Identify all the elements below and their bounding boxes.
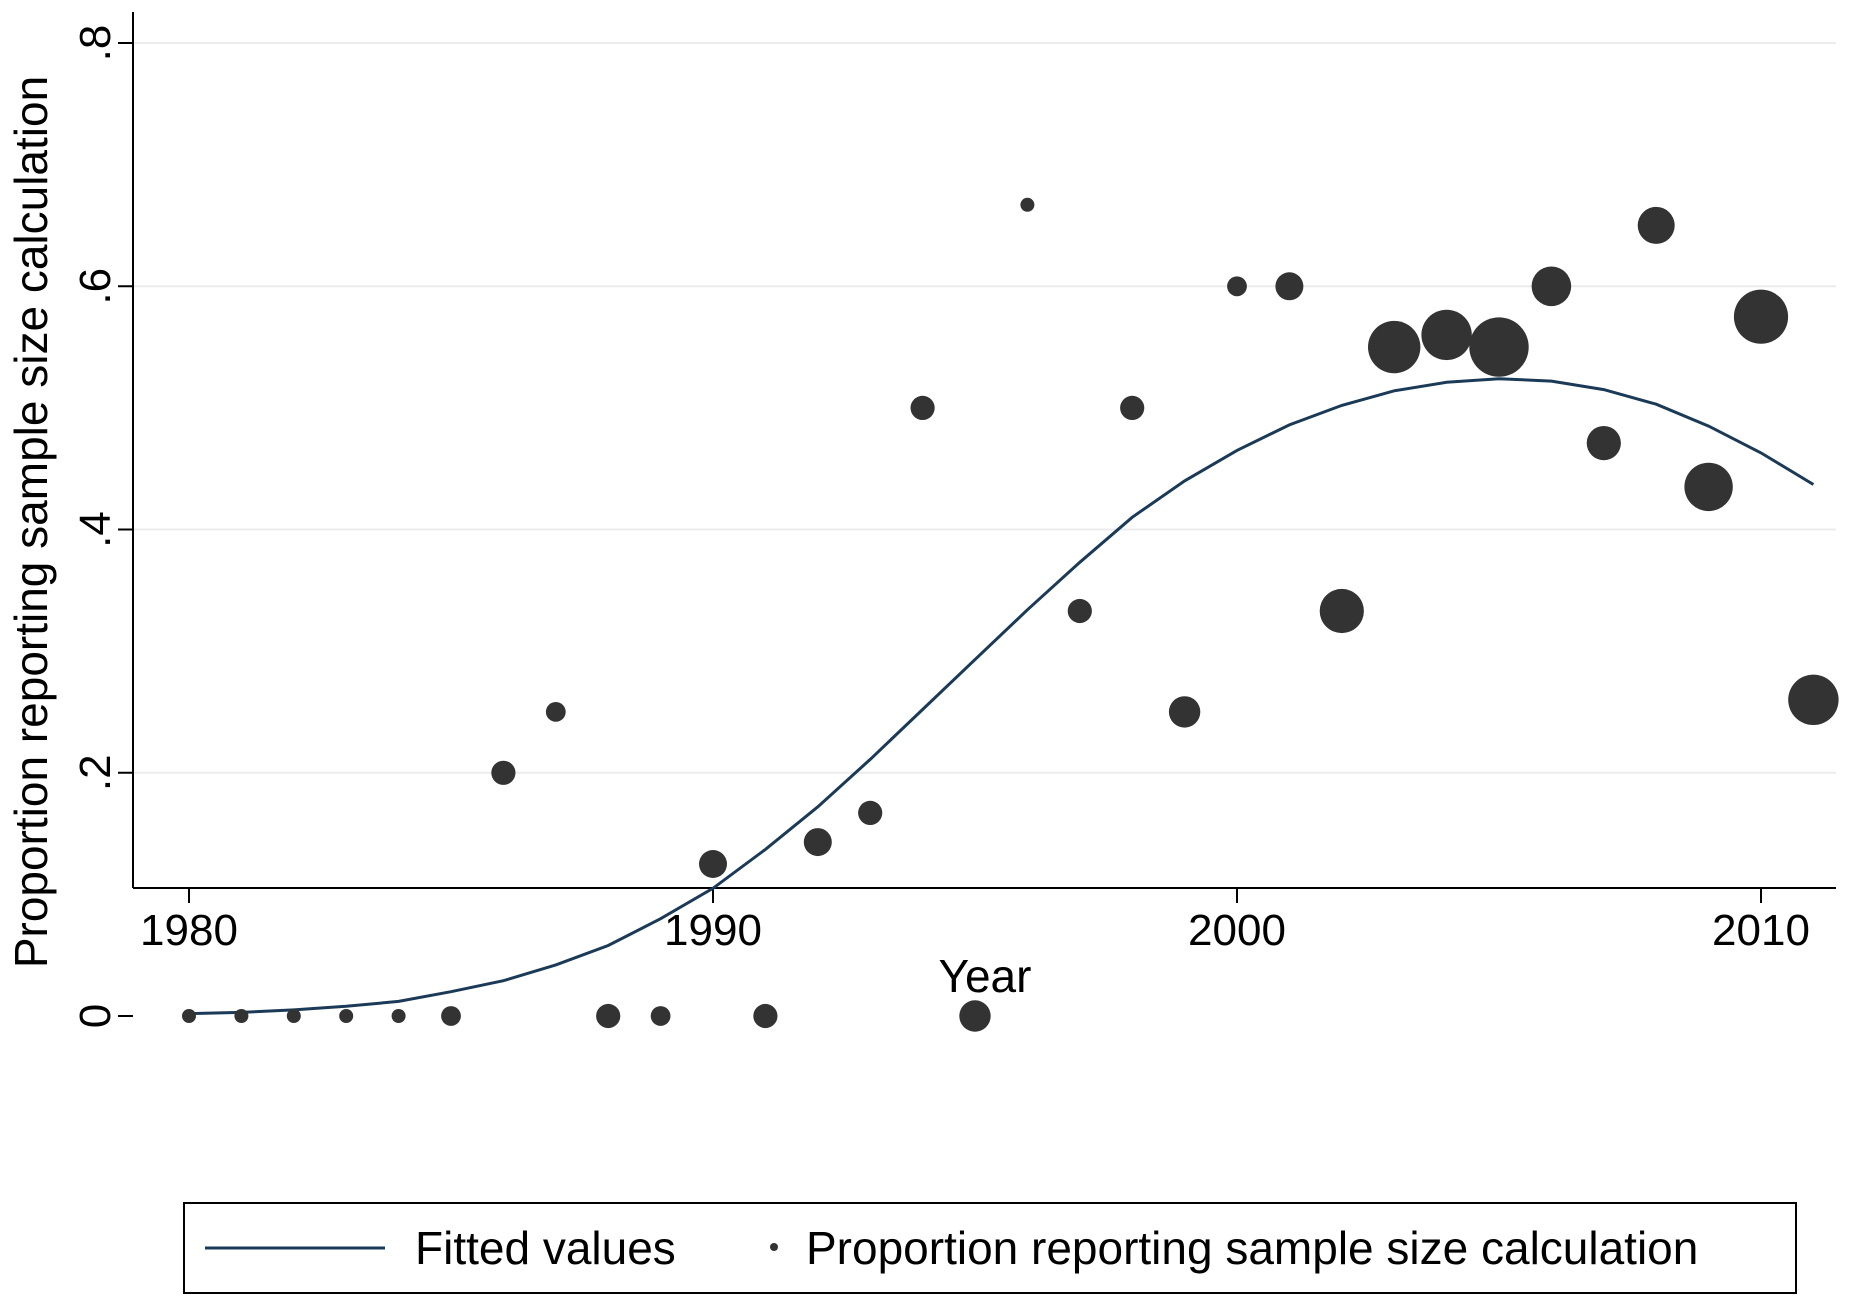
- data-point: [286, 1009, 301, 1023]
- fitted-values-series: [188, 377, 1815, 1016]
- x-tick-label: 2010: [1712, 906, 1810, 955]
- data-point: [803, 828, 832, 857]
- legend-label-proportion: Proportion reporting sample size calcula…: [806, 1222, 1698, 1274]
- data-point: [234, 1009, 249, 1023]
- data-point: [1319, 588, 1364, 634]
- data-point: [1531, 266, 1572, 307]
- x-tick-label: 1990: [664, 906, 762, 955]
- x-axis-title: Year: [939, 950, 1032, 1002]
- legend-label-fitted-values: Fitted values: [415, 1222, 676, 1274]
- data-point: [959, 1000, 991, 1032]
- data-point: [545, 702, 566, 722]
- y-tick-label: .2: [71, 754, 120, 791]
- data-point: [650, 1006, 671, 1026]
- data-point: [441, 1006, 461, 1026]
- y-tick-label: .8: [71, 25, 120, 62]
- legend-box: [183, 1202, 1797, 1294]
- data-point: [1586, 426, 1621, 461]
- y-tick-label: .6: [71, 268, 120, 305]
- y-axis-title: Proportion reporting sample size calcula…: [5, 76, 57, 968]
- fitted-values-line: [188, 377, 1815, 1016]
- data-point: [1421, 309, 1472, 361]
- data-point: [1368, 320, 1421, 374]
- data-point: [1275, 272, 1304, 301]
- x-tick-label: 2000: [1188, 906, 1286, 955]
- y-tick-label: .4: [71, 511, 120, 548]
- data-point: [699, 850, 727, 878]
- y-tick-label: 0: [71, 1004, 120, 1028]
- data-point: [1684, 462, 1733, 512]
- proportion-series: [182, 197, 1839, 1032]
- data-point: [1733, 289, 1789, 344]
- x-ticks: 1980 1990 2000 2010: [140, 888, 1810, 955]
- data-point: [910, 395, 935, 420]
- data-point: [1788, 674, 1839, 725]
- data-point: [1020, 197, 1035, 212]
- data-point: [1168, 696, 1201, 728]
- data-point: [858, 800, 883, 826]
- legend: Fitted values Proportion reporting sampl…: [183, 1202, 1797, 1294]
- x-tick-label: 1980: [140, 906, 238, 955]
- data-point: [753, 1003, 778, 1029]
- data-point: [1469, 317, 1529, 377]
- y-ticks: 0 .2 .4 .6 .8: [71, 25, 133, 1028]
- data-point: [182, 1009, 196, 1023]
- data-point: [1120, 395, 1145, 420]
- legend-dot-symbol: [770, 1243, 778, 1251]
- data-point: [391, 1009, 406, 1023]
- data-point: [339, 1009, 354, 1023]
- data-point: [1637, 206, 1675, 244]
- data-point: [596, 1003, 621, 1029]
- data-point: [491, 760, 516, 785]
- axes: [132, 12, 1836, 889]
- data-point: [1067, 598, 1092, 624]
- data-point: [1227, 276, 1247, 297]
- gridlines: [133, 42, 1836, 774]
